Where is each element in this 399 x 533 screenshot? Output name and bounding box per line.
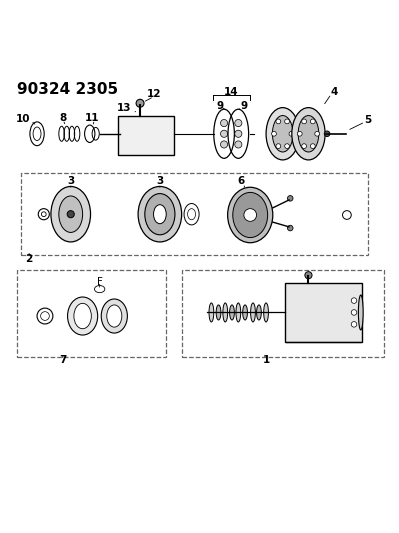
- Circle shape: [221, 141, 228, 148]
- Ellipse shape: [264, 303, 269, 322]
- Text: 8: 8: [59, 112, 66, 123]
- Ellipse shape: [266, 108, 299, 160]
- Circle shape: [287, 196, 293, 201]
- Ellipse shape: [74, 303, 91, 329]
- Ellipse shape: [233, 192, 268, 238]
- Ellipse shape: [257, 305, 261, 320]
- Text: 3: 3: [67, 176, 74, 186]
- Ellipse shape: [228, 187, 273, 243]
- Circle shape: [276, 144, 281, 149]
- Ellipse shape: [229, 305, 234, 320]
- FancyBboxPatch shape: [118, 116, 174, 155]
- Ellipse shape: [145, 193, 175, 235]
- Text: 12: 12: [147, 89, 161, 99]
- Text: 6: 6: [237, 176, 245, 186]
- Circle shape: [351, 298, 357, 303]
- Ellipse shape: [273, 116, 293, 152]
- Text: F: F: [97, 277, 103, 287]
- Circle shape: [235, 130, 242, 138]
- Circle shape: [305, 272, 312, 279]
- Ellipse shape: [243, 305, 247, 320]
- Circle shape: [285, 144, 289, 149]
- Text: 4: 4: [330, 87, 338, 97]
- Text: 90324 2305: 90324 2305: [17, 82, 119, 97]
- Circle shape: [285, 119, 289, 124]
- Circle shape: [302, 144, 306, 149]
- Bar: [21, 173, 368, 255]
- Circle shape: [315, 132, 320, 136]
- Ellipse shape: [51, 187, 91, 242]
- Circle shape: [289, 132, 294, 136]
- Circle shape: [310, 119, 315, 124]
- Circle shape: [302, 119, 306, 124]
- Text: 14: 14: [224, 87, 239, 97]
- Circle shape: [67, 211, 74, 218]
- Circle shape: [221, 119, 228, 127]
- Circle shape: [221, 130, 228, 138]
- Bar: [17, 270, 166, 357]
- Circle shape: [235, 119, 242, 127]
- Circle shape: [297, 132, 302, 136]
- Text: 1: 1: [263, 356, 271, 366]
- Text: 9: 9: [217, 101, 224, 111]
- Circle shape: [276, 119, 281, 124]
- Ellipse shape: [209, 303, 214, 322]
- Circle shape: [324, 131, 330, 136]
- Ellipse shape: [59, 196, 83, 232]
- Ellipse shape: [298, 116, 319, 152]
- Circle shape: [272, 132, 277, 136]
- Circle shape: [235, 141, 242, 148]
- Ellipse shape: [251, 303, 255, 322]
- Text: 2: 2: [26, 254, 33, 264]
- Circle shape: [287, 225, 293, 231]
- Bar: [182, 270, 384, 357]
- Circle shape: [244, 208, 257, 221]
- Circle shape: [351, 321, 357, 327]
- Text: 11: 11: [85, 112, 99, 123]
- Ellipse shape: [358, 295, 363, 330]
- Ellipse shape: [216, 305, 221, 320]
- Circle shape: [310, 144, 315, 149]
- Ellipse shape: [101, 299, 127, 333]
- Ellipse shape: [67, 297, 98, 335]
- Text: 7: 7: [59, 356, 67, 366]
- Circle shape: [351, 310, 357, 315]
- FancyBboxPatch shape: [285, 283, 362, 342]
- Text: 10: 10: [16, 114, 30, 124]
- Text: 5: 5: [365, 115, 372, 125]
- Ellipse shape: [223, 303, 228, 322]
- Text: 3: 3: [156, 176, 164, 186]
- Ellipse shape: [292, 108, 325, 160]
- Ellipse shape: [236, 303, 241, 322]
- Ellipse shape: [138, 187, 182, 242]
- Ellipse shape: [107, 305, 122, 327]
- Text: 13: 13: [117, 103, 131, 112]
- Circle shape: [136, 99, 144, 107]
- Text: 9: 9: [240, 101, 247, 111]
- Ellipse shape: [154, 205, 166, 224]
